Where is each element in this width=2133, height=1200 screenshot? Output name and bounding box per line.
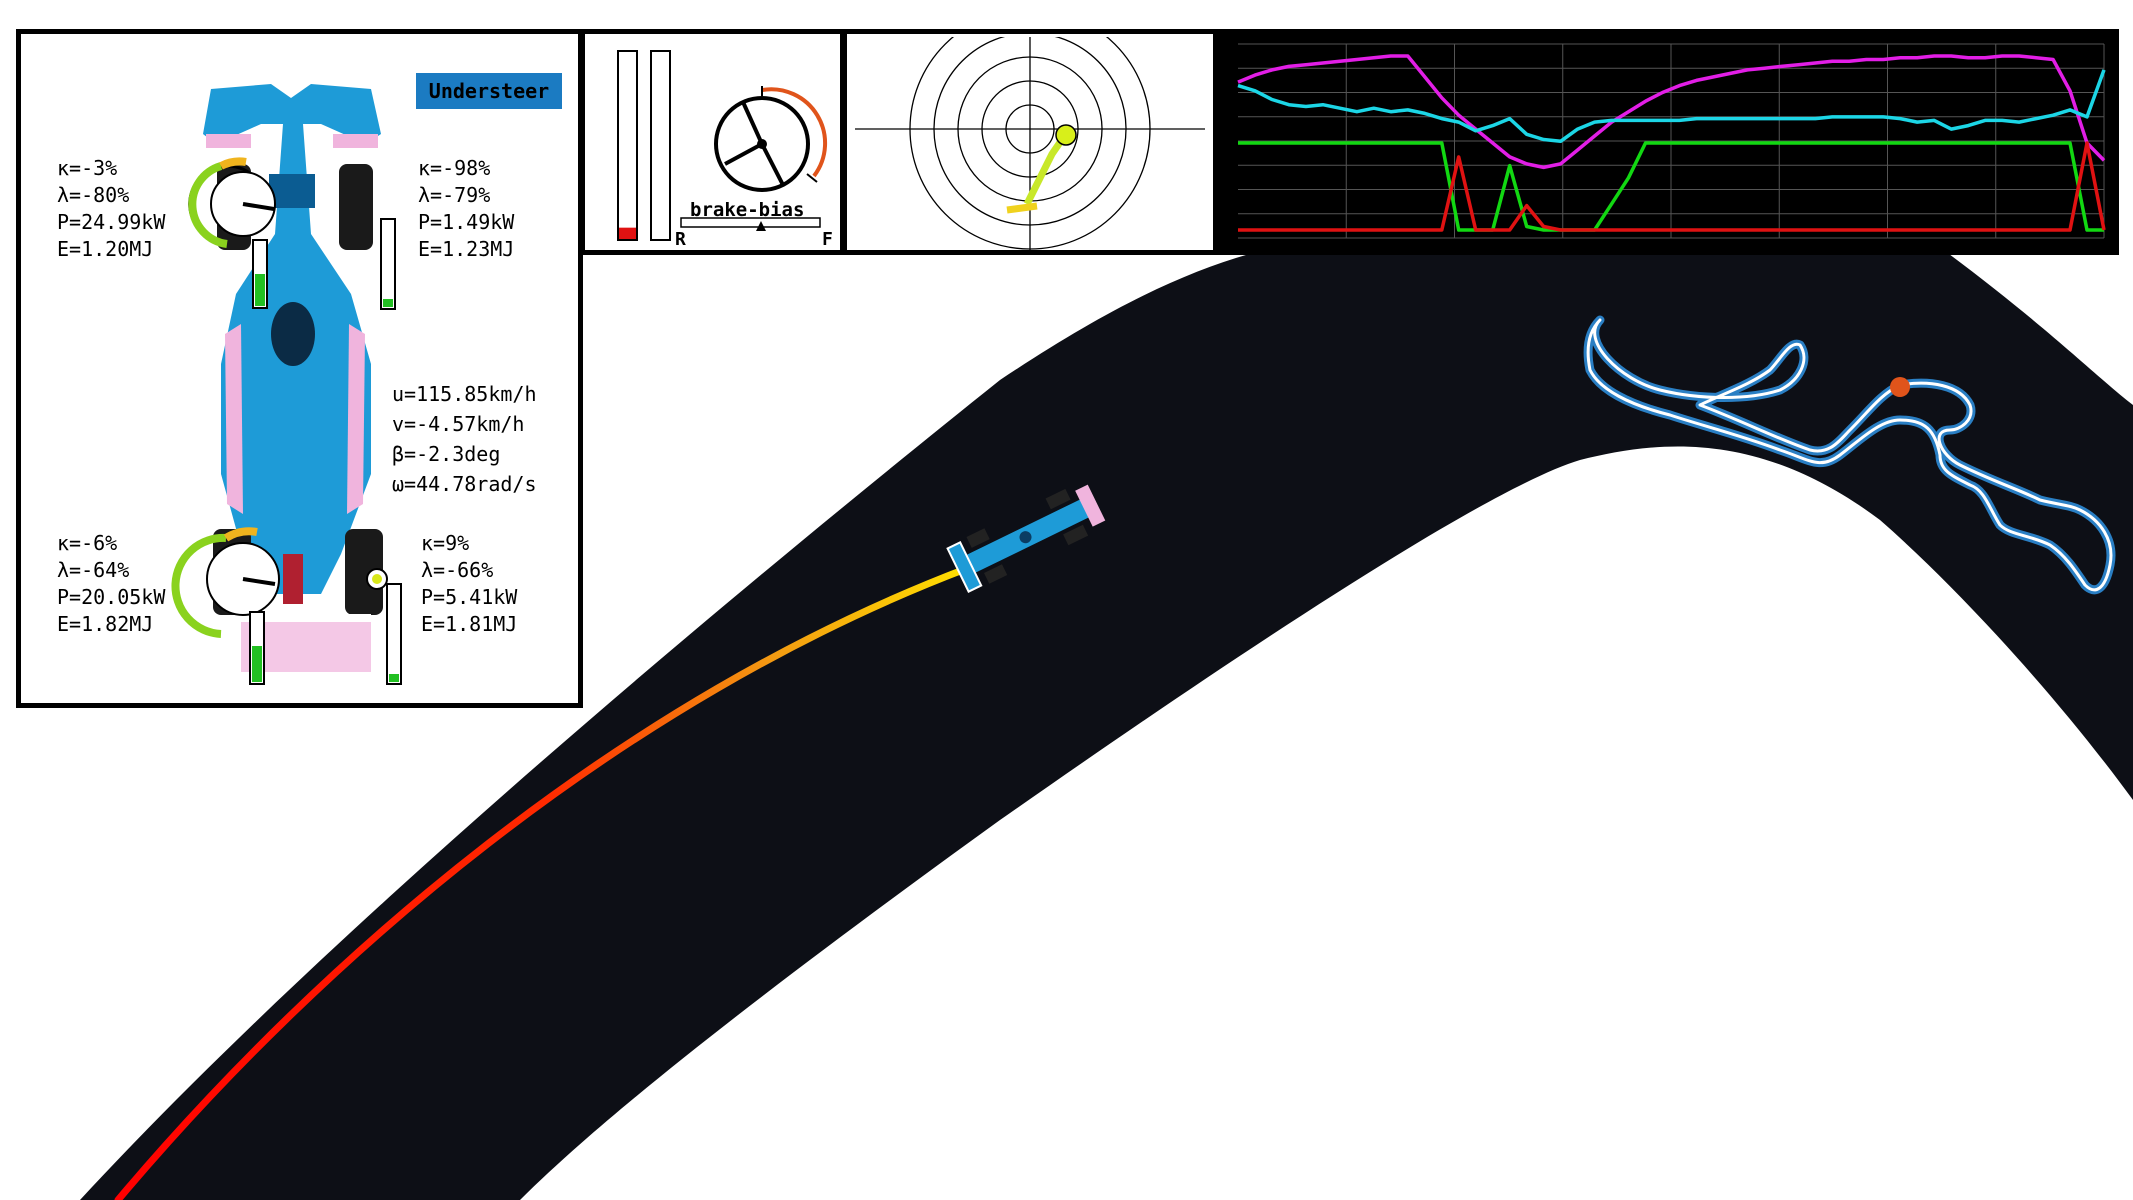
rear-right-kappa: κ=9% bbox=[421, 531, 470, 555]
car-topview bbox=[171, 84, 402, 685]
brake-pedal-bar bbox=[617, 50, 638, 241]
longitudinal-speed: u=115.85km/h bbox=[392, 382, 537, 406]
rear-right-tire-readout: κ=9% λ=-66% P=5.41kW E=1.81MJ bbox=[421, 530, 517, 638]
vehicle-state-readout: u=115.85km/h v=-4.57km/h β=-2.3deg ω=44.… bbox=[392, 379, 537, 499]
telemetry-series-1 bbox=[1237, 69, 2106, 144]
telemetry-series-0 bbox=[1237, 54, 2106, 170]
front-right-grip-gauge bbox=[380, 218, 396, 310]
slip-angle: β=-2.3deg bbox=[392, 442, 501, 466]
brake-bias-label: brake-bias bbox=[690, 199, 805, 221]
gg-diagram-panel bbox=[842, 29, 1218, 255]
front-right-energy: E=1.23MJ bbox=[418, 237, 515, 261]
telemetry-plot bbox=[1237, 40, 2106, 239]
rear-left-lambda: λ=-64% bbox=[57, 558, 130, 582]
driven-trail bbox=[114, 564, 972, 1200]
front-left-tire-readout: κ=-3% λ=-80% P=24.99kW E=1.20MJ bbox=[57, 155, 165, 263]
front-left-grip-gauge bbox=[188, 157, 276, 309]
gg-trace bbox=[1006, 124, 1077, 214]
car-on-track bbox=[946, 484, 1106, 593]
telemetry-series-3 bbox=[1238, 141, 2106, 232]
front-right-tire-readout: κ=-98% λ=-79% P=1.49kW E=1.23MJ bbox=[418, 155, 514, 263]
front-left-lambda: λ=-80% bbox=[57, 183, 130, 207]
track-surface bbox=[80, 235, 2133, 1200]
rear-left-energy: E=1.82MJ bbox=[57, 612, 154, 636]
brake-bias-rear-label: R bbox=[675, 229, 686, 250]
rear-left-kappa: κ=-6% bbox=[57, 531, 118, 555]
front-right-power: P=1.49kW bbox=[418, 210, 515, 234]
front-left-kappa: κ=-3% bbox=[57, 156, 118, 180]
front-right-kappa: κ=-98% bbox=[418, 156, 491, 180]
minimap bbox=[1583, 315, 2116, 595]
front-left-energy: E=1.20MJ bbox=[57, 237, 154, 261]
brake-bias-front-label: F bbox=[822, 229, 833, 250]
rear-right-power: P=5.41kW bbox=[421, 585, 518, 609]
pedal-steering-panel: brake-bias R F bbox=[580, 29, 845, 255]
brake-bias-slider bbox=[680, 217, 821, 231]
rear-left-grip-gauge bbox=[171, 527, 280, 685]
throttle-pedal-bar bbox=[650, 50, 671, 241]
gg-diagram bbox=[855, 34, 1205, 250]
car-state-panel: Understeer bbox=[16, 29, 583, 708]
gg-current-point bbox=[1055, 124, 1077, 146]
telemetry-series-2 bbox=[1238, 141, 2104, 232]
minimap-car-marker bbox=[1890, 377, 1910, 397]
yaw-rate: ω=44.78rad/s bbox=[392, 472, 537, 496]
telemetry-grid bbox=[1238, 43, 2105, 239]
steering-wheel-icon bbox=[714, 86, 828, 192]
rear-left-power: P=20.05kW bbox=[57, 585, 166, 609]
telemetry-panel bbox=[1215, 29, 2119, 255]
rear-left-tire-readout: κ=-6% λ=-64% P=20.05kW E=1.82MJ bbox=[57, 530, 165, 638]
rear-right-energy: E=1.81MJ bbox=[421, 612, 518, 636]
lateral-speed: v=-4.57km/h bbox=[392, 412, 525, 436]
rear-right-grip-gauge bbox=[366, 568, 402, 685]
front-right-lambda: λ=-79% bbox=[418, 183, 491, 207]
understeer-badge: Understeer bbox=[416, 73, 562, 109]
rear-right-lambda: λ=-66% bbox=[421, 558, 494, 582]
front-left-power: P=24.99kW bbox=[57, 210, 166, 234]
telemetry-lines bbox=[1237, 54, 2106, 232]
